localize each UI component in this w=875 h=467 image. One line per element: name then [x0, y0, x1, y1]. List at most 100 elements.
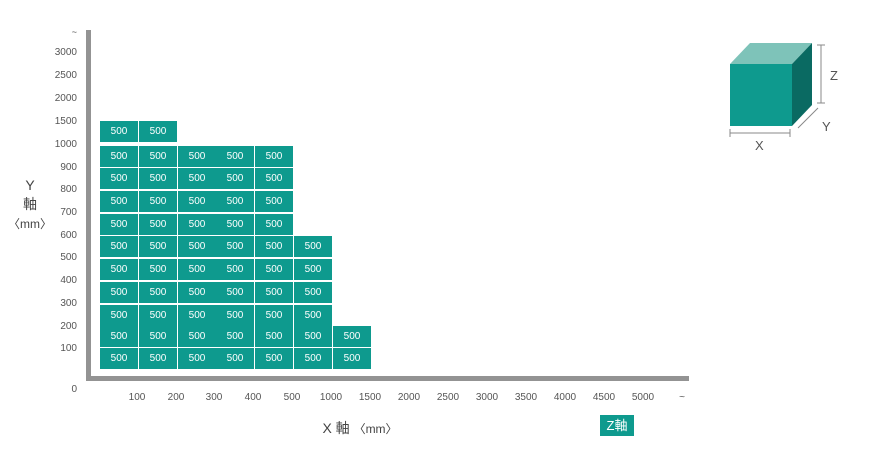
y-tick-label: ~ [71, 27, 77, 37]
cell-800-3: 500 [178, 191, 216, 212]
cell-200-5: 500 [255, 326, 293, 347]
cube-top-face [730, 43, 812, 64]
cell-100-1: 500 [100, 348, 138, 369]
x-tick-label: 2000 [397, 392, 421, 403]
y-tick-label: 300 [60, 298, 77, 309]
cell-200-2: 500 [139, 326, 177, 347]
cell-600-3: 500 [178, 236, 216, 257]
x-tick-label: 200 [167, 392, 185, 403]
cube-y-dimension-line [797, 107, 819, 129]
cube-front-face [730, 64, 792, 126]
cell-600-1: 500 [100, 236, 138, 257]
cell-100-2: 500 [139, 348, 177, 369]
x-tick-label: 1500 [358, 392, 382, 403]
y-axis-label: Y 軸 〈mm〉 [8, 176, 52, 232]
cell-1000-4: 500 [216, 146, 254, 167]
cell-900-3: 500 [178, 168, 216, 189]
z-axis-badge: Z軸 [600, 415, 634, 436]
cell-900-1: 500 [100, 168, 138, 189]
cell-1500-2: 500 [139, 121, 177, 142]
cell-700-5: 500 [255, 214, 293, 235]
x-tick-label: 300 [205, 392, 223, 403]
cell-1000-5: 500 [255, 146, 293, 167]
y-axis-label-letter: Y [25, 177, 35, 193]
cell-700-2: 500 [139, 214, 177, 235]
cell-400-6: 500 [294, 282, 332, 303]
cell-300-1: 500 [100, 305, 138, 326]
cell-1000-2: 500 [139, 146, 177, 167]
x-tick-label: 400 [244, 392, 262, 403]
x-tick-label: 5000 [631, 392, 655, 403]
cell-200-1: 500 [100, 326, 138, 347]
cube-legend-icon: X Z Y [729, 43, 838, 153]
cell-300-3: 500 [178, 305, 216, 326]
cell-500-2: 500 [139, 259, 177, 280]
cell-200-6: 500 [294, 326, 332, 347]
x-tick-label: 3000 [475, 392, 499, 403]
y-axis-label-axis: 軸 [23, 196, 37, 212]
y-tick-label: 2000 [54, 93, 77, 104]
cell-900-2: 500 [139, 168, 177, 189]
cell-100-7: 500 [333, 348, 371, 369]
cell-600-2: 500 [139, 236, 177, 257]
cell-800-5: 500 [255, 191, 293, 212]
x-tick-label: ~ [679, 392, 685, 403]
cell-400-1: 500 [100, 282, 138, 303]
y-tick-label: 800 [60, 184, 77, 195]
cell-500-6: 500 [294, 259, 332, 280]
y-tick-label: 1000 [54, 139, 77, 150]
cell-200-7: 500 [333, 326, 371, 347]
x-tick-label: 3500 [514, 392, 538, 403]
cube-y-label: Y [822, 119, 831, 134]
y-tick-label: 200 [60, 321, 77, 332]
cell-400-3: 500 [178, 282, 216, 303]
y-tick-label: 400 [60, 275, 77, 286]
cell-300-2: 500 [139, 305, 177, 326]
cell-500-3: 500 [178, 259, 216, 280]
y-tick-label: 600 [60, 230, 77, 241]
cell-400-5: 500 [255, 282, 293, 303]
y-tick-label: 500 [60, 252, 77, 263]
y-axis-label-unit: 〈mm〉 [8, 217, 52, 231]
y-tick-label: 700 [60, 207, 77, 218]
cell-800-4: 500 [216, 191, 254, 212]
y-tick-label: 100 [60, 343, 77, 354]
cell-700-1: 500 [100, 214, 138, 235]
cell-1000-3: 500 [178, 146, 216, 167]
cell-700-3: 500 [178, 214, 216, 235]
cell-600-5: 500 [255, 236, 293, 257]
cell-1500-1: 500 [100, 121, 138, 142]
cell-800-1: 500 [100, 191, 138, 212]
cell-800-2: 500 [139, 191, 177, 212]
cell-600-4: 500 [216, 236, 254, 257]
cell-100-5: 500 [255, 348, 293, 369]
x-tick-label: 2500 [436, 392, 460, 403]
cell-500-5: 500 [255, 259, 293, 280]
y-tick-label: 1500 [54, 116, 77, 127]
cell-900-4: 500 [216, 168, 254, 189]
cell-100-4: 500 [216, 348, 254, 369]
cell-500-4: 500 [216, 259, 254, 280]
cube-z-label: Z [830, 68, 838, 83]
cell-300-6: 500 [294, 305, 332, 326]
cell-400-4: 500 [216, 282, 254, 303]
cube-x-label: X [755, 138, 764, 153]
cell-200-3: 500 [178, 326, 216, 347]
cell-100-6: 500 [294, 348, 332, 369]
x-axis-label: X 軸 〈mm〉 [300, 418, 420, 438]
cell-1000-1: 500 [100, 146, 138, 167]
x-tick-label: 4500 [592, 392, 616, 403]
y-tick-label: 900 [60, 162, 77, 173]
x-tick-label: 1000 [319, 392, 343, 403]
cell-500-1: 500 [100, 259, 138, 280]
x-tick-label: 500 [283, 392, 301, 403]
cell-300-4: 500 [216, 305, 254, 326]
cell-600-6: 500 [294, 236, 332, 257]
y-tick-label: 2500 [54, 70, 77, 81]
cell-200-4: 500 [216, 326, 254, 347]
x-axis-label-text: X 軸 [322, 420, 350, 436]
x-tick-label: 100 [128, 392, 146, 403]
cell-900-5: 500 [255, 168, 293, 189]
cube-side-face [792, 43, 812, 126]
